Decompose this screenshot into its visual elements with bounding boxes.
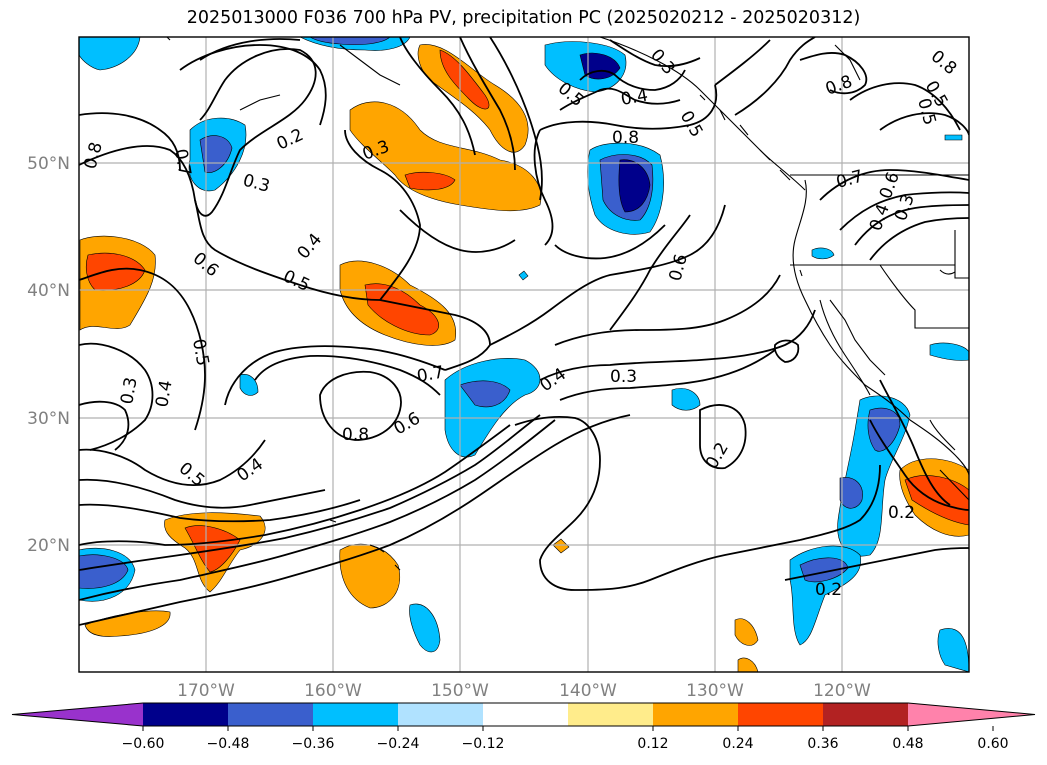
contour-label: 0.7 <box>415 363 445 387</box>
contour-label: 0.4 <box>619 86 649 110</box>
colorbar-tick-label: −0.48 <box>207 736 250 752</box>
precip-positive-area <box>439 49 490 110</box>
precip-positive-area <box>404 171 456 191</box>
contour-label: 0.3 <box>117 376 141 406</box>
latitude-labels: 50°N 40°N 30°N 20°N <box>27 154 70 556</box>
lon-label-120w: 120°W <box>813 681 871 701</box>
precip-positive-area <box>552 538 570 554</box>
colorbar-segment <box>228 703 313 726</box>
colorbar-tick-label: −0.12 <box>462 736 505 752</box>
precip-negative-area <box>867 407 901 452</box>
precip-negative-area <box>409 603 441 653</box>
precip-negative-area <box>944 134 963 141</box>
precip-negative-area <box>518 270 529 281</box>
precip-negative-area <box>811 247 835 260</box>
colorbar-segment <box>823 703 908 726</box>
precip-positive-area <box>734 618 759 646</box>
colorbar-segment <box>143 703 228 726</box>
precip-negative-area <box>79 37 141 71</box>
contour-label: 0.4 <box>152 379 176 409</box>
lon-label-130w: 130°W <box>686 681 744 701</box>
lat-label-30n: 30°N <box>27 409 70 429</box>
pv-contours <box>79 37 969 626</box>
colorbar-tick-label: 0.60 <box>977 736 1008 752</box>
colorbar-tick-label: 0.36 <box>807 736 838 752</box>
lon-label-150w: 150°W <box>431 681 489 701</box>
contour-label: 0.8 <box>612 128 639 148</box>
colorbar-segment <box>483 703 568 726</box>
precip-negative-area <box>618 159 651 213</box>
precip-negative-area <box>839 477 863 509</box>
colorbar-segment <box>398 703 483 726</box>
contour-label: 0.2 <box>888 503 915 523</box>
precip-negative-area <box>937 628 969 672</box>
graticule <box>79 37 969 672</box>
precip-negative-area <box>239 374 259 396</box>
lon-label-140w: 140°W <box>559 681 617 701</box>
precip-positive-area <box>737 657 759 672</box>
precip-negative-area <box>459 380 511 408</box>
colorbar-tick-label: 0.48 <box>892 736 923 752</box>
lon-label-170w: 170°W <box>177 681 235 701</box>
colorbar: −0.60 −0.48 −0.36 −0.24 −0.12 0.12 0.24 0.36 0.4… <box>11 702 1036 752</box>
longitude-labels: 170°W 160°W 150°W 140°W 130°W 120°W <box>177 681 871 701</box>
lat-label-40n: 40°N <box>27 281 70 301</box>
colorbar-extend-min <box>12 703 143 726</box>
precip-negative-area <box>929 342 969 361</box>
contour-label: 0.3 <box>610 367 637 387</box>
coastlines <box>166 37 969 571</box>
map-title: 2025013000 F036 700 hPa PV, precipitatio… <box>186 8 861 28</box>
colorbar-tick-label: 0.24 <box>722 736 753 752</box>
colorbar-extend-max <box>908 703 1035 726</box>
colorbar-tick-label: −0.24 <box>377 736 420 752</box>
colorbar-segment <box>653 703 738 726</box>
lat-label-50n: 50°N <box>27 154 70 174</box>
map-frame <box>78 36 970 673</box>
precip-negative-area <box>309 37 391 46</box>
lon-label-160w: 160°W <box>304 681 362 701</box>
precip-positive-area <box>349 101 542 212</box>
colorbar-segment <box>738 703 823 726</box>
contour-label: 0.7 <box>170 147 194 177</box>
precip-negative-area <box>79 554 129 589</box>
contour-label: 0.5 <box>188 337 212 367</box>
lat-label-20n: 20°N <box>27 536 70 556</box>
precip-negative-area <box>671 388 701 411</box>
colorbar-tick-label: 0.12 <box>637 736 668 752</box>
contour-label: 0.2 <box>815 580 842 600</box>
colorbar-segment <box>313 703 398 726</box>
colorbar-tick-label: −0.36 <box>292 736 335 752</box>
precip-positive-area <box>85 252 146 291</box>
colorbar-tick-label: −0.60 <box>122 736 165 752</box>
contour-label: 0.8 <box>342 425 369 445</box>
colorbar-segment <box>568 703 653 726</box>
